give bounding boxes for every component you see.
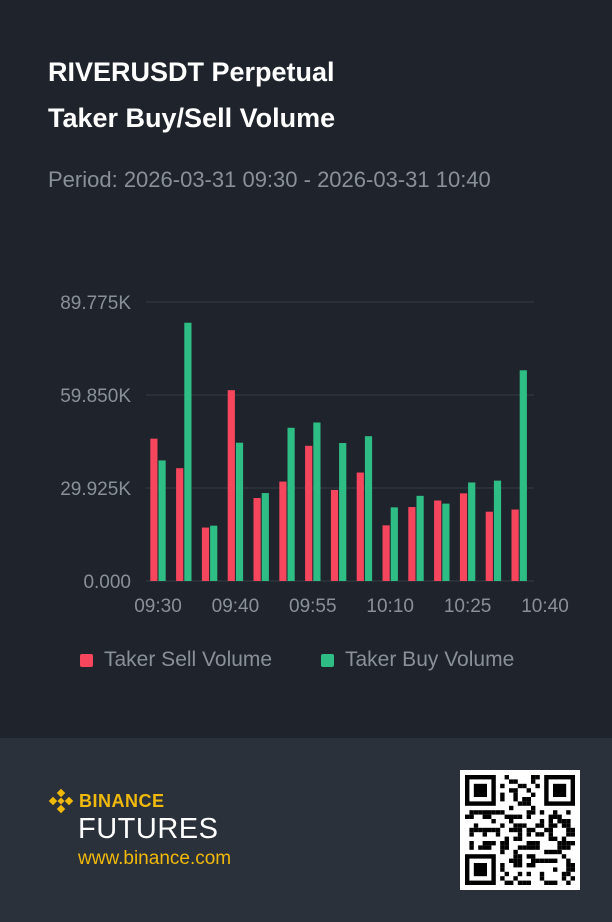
legend-label-sell: Taker Sell Volume (104, 648, 273, 671)
brand-name: BINANCE (79, 790, 165, 811)
y-tick-label: 29.925K (60, 479, 131, 500)
buy-bar (493, 480, 502, 581)
buy-bar (364, 436, 373, 581)
buy-bar (313, 422, 321, 581)
sell-bar (279, 481, 287, 581)
sell-bar (459, 493, 468, 581)
chart-title-symbol: RIVERUSDT Perpetual (48, 57, 335, 87)
chart-title-metric: Taker Buy/Sell Volume (48, 103, 336, 133)
legend-item-sell: Taker Sell Volume (80, 648, 272, 672)
sell-bar (434, 500, 442, 581)
y-tick-label: 0.000 (83, 572, 131, 593)
sell-bar (356, 472, 364, 581)
chart-legend: Taker Sell Volume Taker Buy Volume (0, 648, 612, 676)
legend-item-buy: Taker Buy Volume (321, 648, 514, 672)
sell-bar (382, 525, 390, 581)
period-label: Period: 2026-03-31 09:30 - 2026-03-31 10… (48, 167, 491, 192)
buy-bar (442, 503, 450, 581)
buy-bar (210, 525, 218, 581)
buy-bar (158, 460, 166, 581)
buy-bar (416, 495, 424, 581)
qr-code-icon (460, 770, 580, 890)
buy-bar (519, 370, 527, 581)
sell-bar (201, 527, 210, 581)
brand-product: FUTURES (78, 813, 219, 845)
y-tick-label: 59.850K (60, 386, 131, 407)
sell-bar (330, 489, 339, 581)
sell-bar (408, 507, 416, 581)
buy-bar (339, 443, 347, 581)
buy-bar (235, 442, 244, 581)
sell-bar (305, 445, 313, 581)
y-tick-label: 89.775K (60, 293, 131, 314)
sell-bar (176, 468, 184, 581)
x-tick-label: 10:10 (366, 596, 414, 617)
legend-label-buy: Taker Buy Volume (345, 648, 515, 671)
brand-logo: BINANCE FUTURES (48, 788, 218, 846)
sell-bar (485, 511, 493, 581)
buy-bar (261, 493, 269, 581)
sell-bar (511, 509, 519, 581)
sell-bar (150, 438, 158, 581)
x-tick-label: 10:40 (521, 596, 569, 617)
x-tick-label: 10:25 (444, 596, 492, 617)
sell-bar (253, 498, 261, 581)
x-tick-label: 09:30 (134, 596, 182, 617)
buy-bar (184, 322, 192, 581)
buy-bar (390, 507, 398, 581)
legend-swatch-buy (321, 653, 334, 667)
binance-diamond-icon (48, 788, 74, 814)
buy-bar (468, 482, 476, 581)
volume-bar-chart: 0.000 29.925K 59.850K 89.775K 09:30 09:40 09:5… (60, 293, 569, 617)
footer: BINANCE FUTURES www.binance.com (0, 738, 612, 922)
legend-swatch-sell (80, 653, 93, 667)
x-tick-label: 09:40 (212, 596, 260, 617)
sell-bar (227, 390, 235, 581)
x-tick-label: 09:55 (289, 596, 337, 617)
buy-bar (287, 427, 295, 581)
website-link[interactable]: www.binance.com (78, 848, 232, 869)
